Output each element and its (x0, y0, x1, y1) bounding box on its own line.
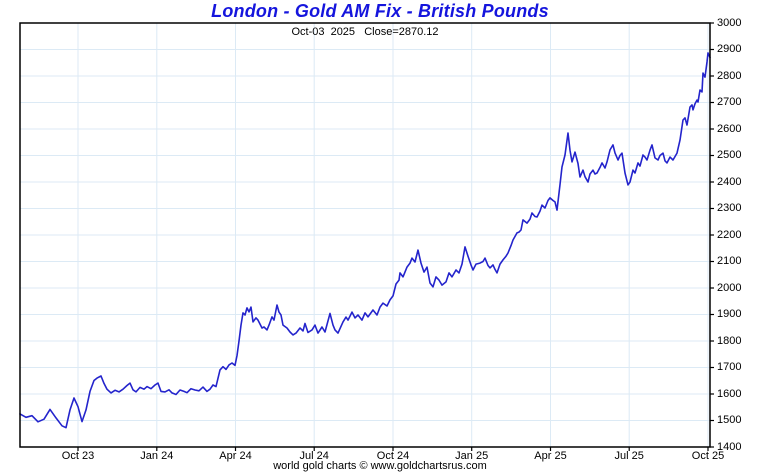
y-axis-label: 2100 (717, 255, 742, 267)
y-axis-label: 2400 (717, 175, 742, 188)
x-axis-label: Jan 25 (455, 450, 489, 462)
y-axis-label: 2800 (717, 69, 742, 82)
y-axis-label: 2500 (717, 149, 742, 161)
chart-subtitle: Oct-03 2025 Close=2870.12 (291, 26, 439, 38)
y-axis-label: 2000 (717, 281, 742, 294)
x-axis-label: Oct 23 (61, 450, 95, 462)
y-axis-label: 1500 (717, 414, 742, 426)
y-axis-label: 2900 (717, 43, 742, 55)
x-axis-label: Jul 25 (614, 450, 644, 462)
y-axis-label: 1900 (717, 308, 742, 320)
price-line (19, 52, 711, 429)
x-axis-label: Jan 24 (140, 450, 174, 462)
y-axis-label: 1800 (717, 334, 742, 347)
y-axis-label: 1600 (717, 387, 742, 400)
copyright-footer: world gold charts © www.goldchartsrus.co… (273, 460, 487, 472)
x-axis-label: Apr 24 (219, 450, 252, 462)
chart-title: London - Gold AM Fix - British Pounds (211, 1, 549, 21)
y-axis-label: 2600 (717, 122, 742, 135)
y-axis-label: 2700 (717, 96, 742, 108)
y-axis-label: 1700 (717, 361, 742, 373)
y-axis-label: 1400 (717, 440, 742, 453)
x-axis-label: Oct 24 (376, 450, 410, 462)
x-axis-label: Apr 25 (534, 450, 567, 462)
y-axis-label: 2300 (717, 202, 742, 214)
x-axis-label: Oct 25 (691, 450, 725, 462)
y-axis-label: 3000 (717, 16, 742, 29)
x-axis-label: Jul 24 (299, 450, 329, 462)
y-axis-label: 2200 (717, 228, 742, 241)
